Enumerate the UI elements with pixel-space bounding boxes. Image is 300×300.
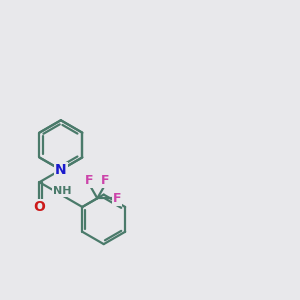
Text: NH: NH (53, 186, 71, 196)
Text: F: F (100, 175, 109, 188)
Text: N: N (55, 163, 67, 177)
Text: F: F (113, 192, 122, 205)
Text: F: F (84, 175, 93, 188)
Text: O: O (33, 200, 45, 214)
